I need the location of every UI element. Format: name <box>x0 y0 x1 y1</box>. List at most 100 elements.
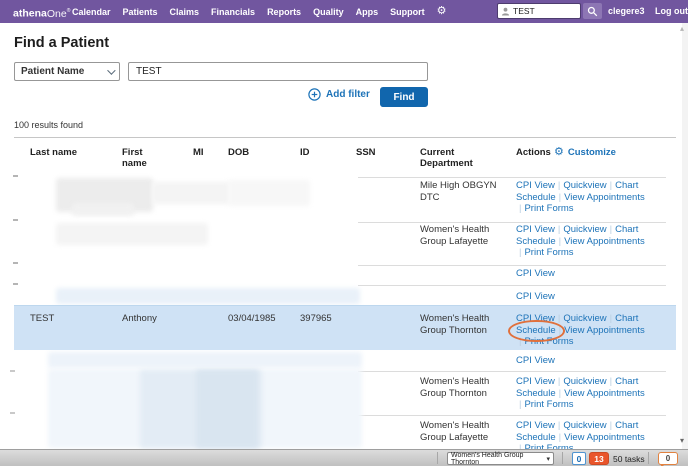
message-bubble-badge[interactable]: 0 <box>658 452 678 466</box>
action-link-cpi-view[interactable]: CPI View <box>516 355 555 366</box>
action-link-schedule[interactable]: Schedule <box>516 324 556 336</box>
actions-cell: CPI View | Quickview | Chart Schedule | View Ap… <box>516 224 668 259</box>
scrollbar-down-arrow[interactable]: ▾ <box>680 436 685 445</box>
divider <box>648 452 649 464</box>
row-separator <box>358 177 666 178</box>
action-separator: | <box>558 431 562 443</box>
actions-cell: CPI View | Quickview | Chart Schedule | View Ap… <box>508 313 668 348</box>
nav-item-quality[interactable]: Quality <box>313 6 344 17</box>
row-separator <box>358 222 666 223</box>
nav-item-claims[interactable]: Claims <box>169 6 200 17</box>
action-link-chart[interactable]: Chart <box>615 313 639 324</box>
action-link-view-appointments[interactable]: View Appointments <box>564 431 645 443</box>
customize-button[interactable]: ⚙ Customize <box>554 146 616 159</box>
action-link-cpi-view[interactable]: CPI View <box>516 268 555 279</box>
col-header-current-department[interactable]: Current Department <box>420 147 473 169</box>
action-separator: | <box>557 224 561 235</box>
action-link-quickview[interactable]: Quickview <box>563 180 607 191</box>
action-separator: | <box>557 376 561 387</box>
nav-item-support[interactable]: Support <box>390 6 425 17</box>
nav-item-reports[interactable]: Reports <box>267 6 302 17</box>
action-link-quickview[interactable]: Quickview <box>563 420 607 431</box>
action-link-cpi-view[interactable]: CPI View <box>516 376 555 387</box>
action-link-cpi-view[interactable]: CPI View <box>516 180 555 191</box>
global-search-button[interactable] <box>583 3 602 19</box>
dob-cell: 03/04/1985 <box>228 313 276 324</box>
action-link-view-appointments[interactable]: View Appointments <box>564 324 645 336</box>
action-link-cpi-view[interactable]: CPI View <box>516 291 555 302</box>
row-separator <box>358 371 666 372</box>
person-icon <box>501 7 510 16</box>
actions-cell: CPI View | Quickview | Chart Schedule | View Ap… <box>516 420 668 449</box>
task-badge-blue[interactable]: 0 <box>572 452 586 465</box>
task-badge-orange[interactable]: 13 <box>589 452 609 465</box>
department-select[interactable]: Women's Health Group Thornton ▾ <box>447 452 554 466</box>
action-link-chart[interactable]: Chart <box>615 180 639 191</box>
nav-menu: Calendar Patients Claims Financials Repo… <box>72 0 446 23</box>
patient-search-input[interactable]: TEST <box>128 62 428 81</box>
action-link-chart[interactable]: Chart <box>615 224 639 235</box>
brand-light: One <box>46 7 67 20</box>
redacted-marker <box>13 262 18 264</box>
action-link-chart[interactable]: Chart <box>615 420 639 431</box>
col-header-actions: Actions <box>516 147 551 158</box>
col-header-ssn[interactable]: SSN <box>356 147 376 158</box>
add-filter-button[interactable]: Add filter <box>308 88 370 101</box>
action-link-view-appointments[interactable]: View Appointments <box>564 235 645 247</box>
action-link-schedule[interactable]: Schedule <box>516 235 556 247</box>
search-type-select[interactable]: Patient Name <box>14 62 120 81</box>
action-link-cpi-view[interactable]: CPI View <box>516 313 555 324</box>
action-separator: | <box>558 387 562 399</box>
action-link-chart[interactable]: Chart <box>615 376 639 387</box>
redacted-marker <box>10 370 15 372</box>
action-separator: | <box>519 247 522 258</box>
action-link-schedule[interactable]: Schedule <box>516 431 556 443</box>
brand-bold: athena <box>13 7 47 20</box>
action-separator: | <box>609 224 613 235</box>
row-separator <box>358 265 666 266</box>
plus-circle-icon <box>308 88 321 101</box>
scrollbar-track[interactable]: ▴ ▾ <box>680 23 688 449</box>
department-cell: Women's Health Group Lafayette <box>420 224 490 247</box>
redacted-patient-data <box>72 203 134 216</box>
action-link-schedule[interactable]: Schedule <box>516 387 556 399</box>
col-header-id[interactable]: ID <box>300 147 310 158</box>
action-link-quickview[interactable]: Quickview <box>563 376 607 387</box>
col-header-dob[interactable]: DOB <box>228 147 250 158</box>
settings-gear-icon[interactable]: ⚙ <box>436 5 447 17</box>
action-link-print-forms[interactable]: Print Forms <box>524 336 574 347</box>
global-search-input[interactable]: TEST <box>497 3 581 19</box>
col-header-first-name[interactable]: First name <box>122 147 147 169</box>
action-link-print-forms[interactable]: Print Forms <box>524 399 574 410</box>
col-header-last-name[interactable]: Last name <box>30 147 77 158</box>
action-link-print-forms[interactable]: Print Forms <box>524 443 574 449</box>
action-link-cpi-view[interactable]: CPI View <box>516 224 555 235</box>
logout-link[interactable]: Log out <box>655 6 688 16</box>
action-link-view-appointments[interactable]: View Appointments <box>564 191 645 203</box>
scrollbar-up-arrow[interactable]: ▴ <box>680 24 685 33</box>
col-header-mi[interactable]: MI <box>193 147 204 158</box>
nav-item-patients[interactable]: Patients <box>122 6 158 17</box>
actions-cell: CPI View <box>516 291 668 303</box>
actions-cell: CPI View <box>516 355 668 367</box>
athenaone-logo[interactable]: athenaOne® <box>13 0 70 23</box>
action-link-view-appointments[interactable]: View Appointments <box>564 387 645 399</box>
top-navigation-bar: athenaOne® Calendar Patients Claims Fina… <box>0 0 688 23</box>
customize-gear-icon: ⚙ <box>554 146 564 158</box>
action-link-schedule[interactable]: Schedule <box>516 191 556 203</box>
username-menu[interactable]: clegere3 <box>608 6 645 16</box>
actions-cell: CPI View | Quickview | Chart Schedule | View Ap… <box>516 376 668 411</box>
action-link-quickview[interactable]: Quickview <box>563 313 607 324</box>
action-link-quickview[interactable]: Quickview <box>563 224 607 235</box>
find-button[interactable]: Find <box>380 87 428 107</box>
action-link-print-forms[interactable]: Print Forms <box>524 203 574 214</box>
action-link-cpi-view[interactable]: CPI View <box>516 420 555 431</box>
action-separator: | <box>558 324 562 336</box>
patient-row: CPI View <box>14 355 676 369</box>
nav-item-apps[interactable]: Apps <box>355 6 379 17</box>
action-link-print-forms[interactable]: Print Forms <box>524 247 574 258</box>
nav-item-calendar[interactable]: Calendar <box>72 6 111 17</box>
nav-item-financials[interactable]: Financials <box>211 6 256 17</box>
patient-row-highlighted[interactable]: TEST Anthony 03/04/1985 397965 Women's H… <box>14 305 676 350</box>
redacted-marker <box>10 412 15 414</box>
